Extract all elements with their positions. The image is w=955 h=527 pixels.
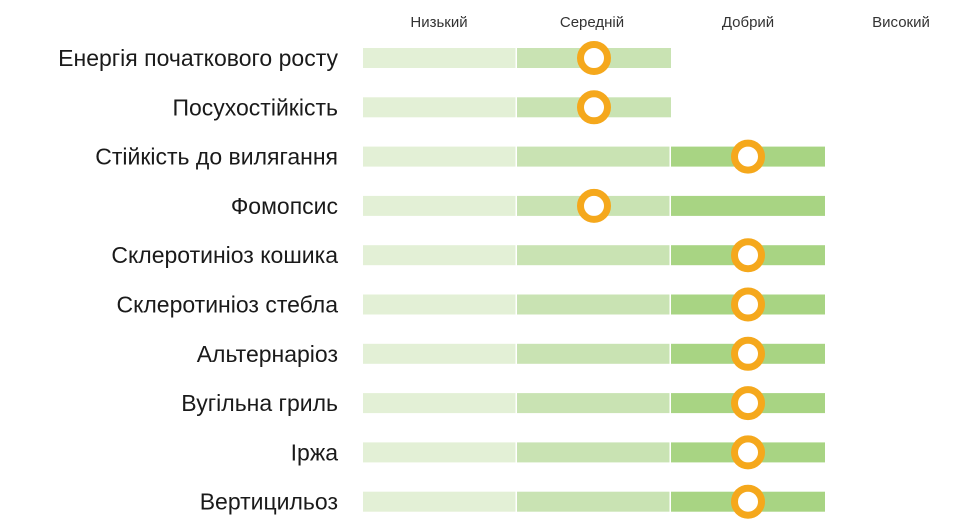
bar-segment [363,195,516,216]
bar-segment [517,343,670,364]
bar-segment [363,343,516,364]
row-label: Іржа [291,439,339,465]
bar-segment [363,491,516,512]
level-label: Низький [410,14,467,31]
bar-segment [517,245,670,266]
bar-segment [363,294,516,315]
bar-segment [363,48,516,68]
bar-segment [363,442,516,463]
level-label: Середній [560,14,624,31]
rating-marker [731,386,765,421]
bar-segment [363,146,516,167]
bar-segment [517,146,670,167]
row-label: Стійкість до вилягання [95,144,338,170]
rating-marker [731,484,765,519]
bar-segment [363,97,516,118]
bar-segment [671,195,825,216]
bar-segment [517,442,670,463]
level-label: Добрий [722,14,774,31]
row-label: Вугільна гриль [181,390,338,416]
row-label: Склеротиніоз стебла [116,292,338,318]
row-label: Склеротиніоз кошика [111,242,338,268]
rating-marker [731,238,765,273]
rating-marker [577,188,611,223]
rating-marker [577,90,611,125]
bar-segment [363,245,516,266]
bar-segment [517,294,670,315]
row-label: Посухостійкість [172,94,338,120]
rating-marker [577,41,611,75]
row-label: Вертицильоз [200,489,338,515]
level-label: Високий [872,14,930,31]
rating-marker [731,139,765,174]
rating-marker [731,287,765,322]
row-label: Альтернаріоз [197,341,338,367]
rating-marker [731,336,765,371]
bar-segment [517,491,670,512]
bar-segment [363,393,516,414]
bar-segment [517,393,670,414]
rating-marker [731,435,765,470]
row-label: Енергія початкового росту [58,45,338,71]
row-label: Фомопсис [231,193,338,219]
